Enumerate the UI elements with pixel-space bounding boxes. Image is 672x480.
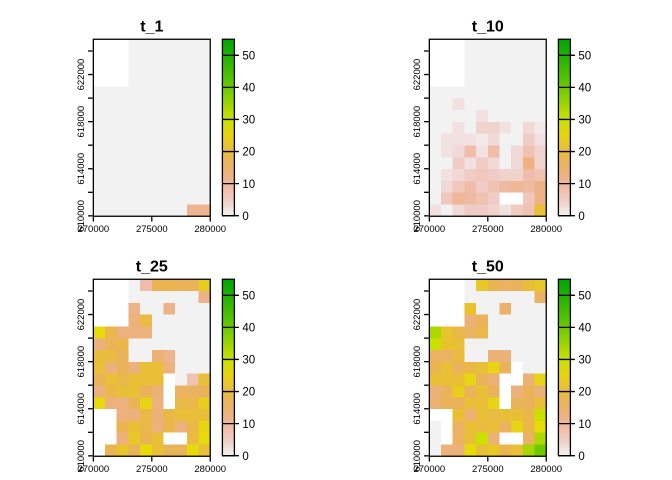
- svg-text:280000: 280000: [194, 224, 226, 235]
- svg-text:50: 50: [578, 50, 591, 62]
- svg-text:50: 50: [242, 50, 255, 62]
- svg-text:10: 10: [578, 419, 591, 431]
- svg-text:20: 20: [242, 147, 255, 159]
- svg-text:10: 10: [242, 419, 255, 431]
- svg-text:40: 40: [578, 323, 591, 335]
- svg-text:30: 30: [578, 115, 591, 127]
- svg-text:610000: 610000: [76, 200, 87, 232]
- svg-text:40: 40: [242, 83, 255, 95]
- svg-text:20: 20: [578, 387, 591, 399]
- svg-text:614000: 614000: [412, 393, 423, 425]
- svg-text:610000: 610000: [412, 200, 423, 232]
- svg-text:20: 20: [578, 147, 591, 159]
- svg-text:t_50: t_50: [472, 259, 504, 276]
- svg-text:t_1: t_1: [140, 19, 163, 36]
- svg-text:0: 0: [578, 211, 584, 223]
- svg-text:50: 50: [242, 290, 255, 302]
- svg-text:622000: 622000: [76, 59, 87, 91]
- svg-text:618000: 618000: [412, 346, 423, 378]
- svg-text:280000: 280000: [194, 464, 226, 475]
- svg-text:40: 40: [242, 323, 255, 335]
- svg-text:280000: 280000: [530, 464, 562, 475]
- svg-text:614000: 614000: [76, 393, 87, 425]
- svg-text:30: 30: [578, 355, 591, 367]
- svg-text:50: 50: [578, 290, 591, 302]
- svg-text:614000: 614000: [412, 153, 423, 185]
- svg-text:275000: 275000: [472, 224, 504, 235]
- svg-text:20: 20: [242, 387, 255, 399]
- svg-text:0: 0: [242, 451, 248, 463]
- svg-text:610000: 610000: [76, 440, 87, 472]
- svg-text:270000: 270000: [413, 464, 445, 475]
- svg-text:270000: 270000: [77, 464, 109, 475]
- svg-text:t_10: t_10: [472, 19, 504, 36]
- svg-text:30: 30: [242, 355, 255, 367]
- svg-text:40: 40: [578, 83, 591, 95]
- svg-text:614000: 614000: [76, 153, 87, 185]
- svg-text:622000: 622000: [412, 59, 423, 91]
- svg-text:0: 0: [242, 211, 248, 223]
- svg-text:270000: 270000: [77, 224, 109, 235]
- svg-text:10: 10: [242, 179, 255, 191]
- svg-text:30: 30: [242, 115, 255, 127]
- svg-text:618000: 618000: [76, 106, 87, 138]
- svg-text:618000: 618000: [412, 106, 423, 138]
- svg-text:270000: 270000: [413, 224, 445, 235]
- svg-text:610000: 610000: [412, 440, 423, 472]
- svg-text:280000: 280000: [530, 224, 562, 235]
- svg-text:0: 0: [578, 451, 584, 463]
- svg-text:275000: 275000: [136, 224, 168, 235]
- svg-text:t_25: t_25: [136, 259, 168, 276]
- svg-text:275000: 275000: [136, 464, 168, 475]
- svg-text:275000: 275000: [472, 464, 504, 475]
- svg-text:622000: 622000: [76, 299, 87, 331]
- svg-text:618000: 618000: [76, 346, 87, 378]
- svg-text:10: 10: [578, 179, 591, 191]
- svg-text:622000: 622000: [412, 299, 423, 331]
